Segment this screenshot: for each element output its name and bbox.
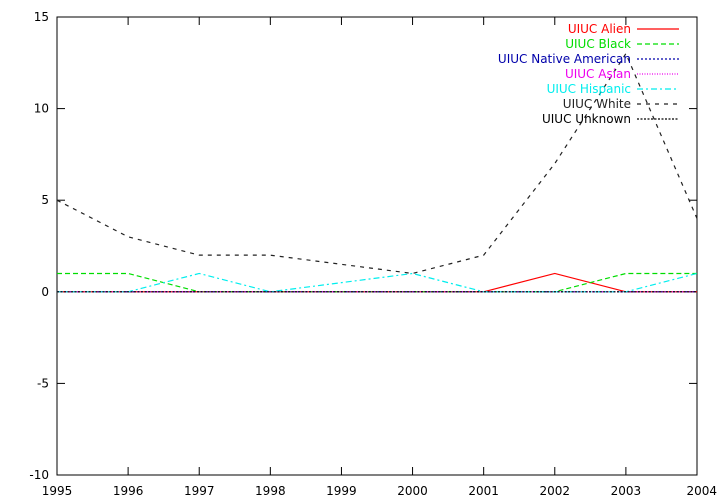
x-tick-label: 1996 bbox=[113, 484, 144, 498]
legend-label: UIUC Hispanic bbox=[547, 82, 631, 96]
x-tick-label: 1999 bbox=[326, 484, 357, 498]
y-tick-label: -10 bbox=[29, 468, 49, 482]
x-tick-label: 2003 bbox=[611, 484, 642, 498]
x-tick-label: 1998 bbox=[255, 484, 286, 498]
legend-label: UIUC Alien bbox=[568, 22, 631, 36]
series-lines bbox=[56, 52, 698, 293]
legend-label: UIUC Unknown bbox=[542, 112, 631, 126]
x-tick-label: 2001 bbox=[468, 484, 499, 498]
series-line-uiuc-hispanic bbox=[57, 272, 698, 293]
axis-ticks: -10 -5 0 5 10 15 1995 1996 1997 1998 1999 2000 2001 2… bbox=[29, 10, 717, 498]
series-line-uiuc-alien bbox=[57, 272, 697, 293]
y-tick-label: 15 bbox=[34, 10, 49, 24]
x-tick-label: 2004 bbox=[686, 484, 717, 498]
legend-label: UIUC Native American bbox=[498, 52, 631, 66]
legend-label: UIUC Black bbox=[565, 37, 631, 51]
y-tick-label: 10 bbox=[34, 102, 49, 116]
plot-frame bbox=[56, 16, 698, 476]
series-line-uiuc-black bbox=[57, 272, 697, 293]
x-tick-label: 2002 bbox=[540, 484, 571, 498]
y-tick-label: -5 bbox=[37, 376, 49, 390]
series-line-uiuc-white bbox=[56, 52, 698, 275]
legend-label: UIUC White bbox=[563, 97, 631, 111]
x-tick-label: 2000 bbox=[397, 484, 428, 498]
y-tick-label: 0 bbox=[41, 285, 49, 299]
legend-label: UIUC Asian bbox=[565, 67, 631, 81]
x-tick-label: 1997 bbox=[184, 484, 215, 498]
x-tick-label: 1995 bbox=[42, 484, 73, 498]
y-tick-label: 5 bbox=[41, 193, 49, 207]
